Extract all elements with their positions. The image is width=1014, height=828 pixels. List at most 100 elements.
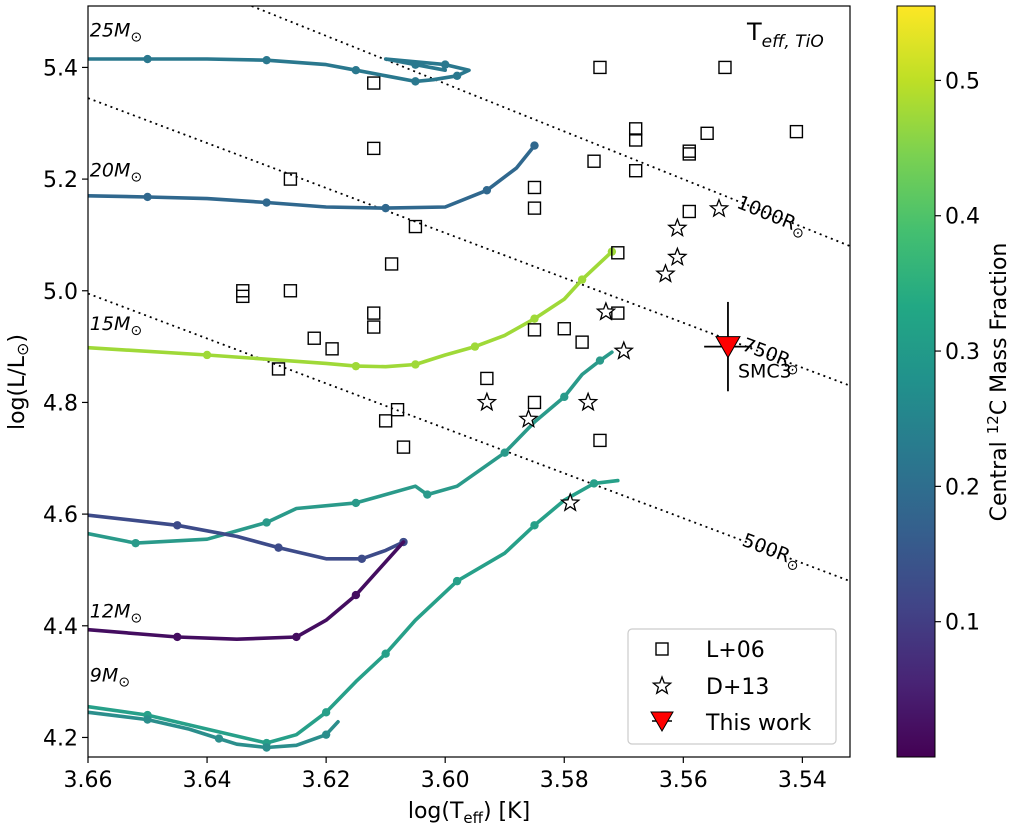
track-point (411, 360, 420, 369)
colorbar: 0.1 0.2 0.3 0.4 0.5 Central 12C Mass Fractio… (896, 5, 1012, 758)
mass-label-1: 20M⊙ (90, 159, 142, 185)
legend-label-lplus06: L+06 (706, 638, 765, 663)
lplus06-point (557, 322, 571, 336)
plot-content (88, 6, 850, 752)
track-point (143, 54, 152, 64)
y-tick-label: 4.4 (43, 615, 78, 640)
lplus06-point (283, 284, 298, 298)
plot-frame (87, 5, 851, 758)
lplus06-point (718, 60, 732, 75)
lplus06-point (283, 172, 298, 186)
lplus06-point (682, 147, 696, 161)
dplus13-point (667, 246, 688, 267)
y-tick-label: 4.6 (43, 503, 78, 528)
colorbar-tick-label: 0.2 (945, 475, 980, 500)
track-point (423, 490, 432, 499)
track-point (411, 60, 420, 69)
dplus13-point (667, 217, 688, 238)
lplus06-point (527, 395, 542, 410)
legend: L+06 D+13 This work (627, 628, 837, 745)
observation-markers (236, 60, 804, 512)
track-point (321, 708, 331, 717)
lplus06-point (408, 219, 423, 234)
lplus06-point (390, 402, 405, 417)
this-work-point (715, 336, 741, 359)
x-tick-label: 3.60 (421, 768, 470, 793)
track-point (321, 730, 331, 739)
legend-label-this-work: This work (705, 711, 811, 736)
lplus06-point (682, 204, 696, 219)
lplus06-point (378, 414, 393, 428)
track-point (440, 60, 450, 69)
track-point (351, 361, 361, 371)
y-tick-label: 5.2 (43, 168, 78, 193)
mass-label-0: 25M⊙ (90, 20, 142, 46)
lplus06-point (367, 306, 381, 320)
track-point (357, 554, 367, 563)
mass-label-3: 12M⊙ (90, 600, 142, 626)
track-point (351, 66, 361, 75)
lplus06-point (271, 362, 286, 376)
dplus13-point (518, 408, 539, 429)
legend-square-icon (655, 642, 669, 656)
lplus06-point (628, 164, 643, 178)
dplus13-point (595, 301, 617, 321)
lplus06-point (384, 257, 399, 271)
dplus13-point (708, 197, 730, 218)
x-axis-label: log(Teff) [K] (408, 799, 530, 827)
track-point (530, 314, 539, 323)
dplus13-point (655, 263, 676, 283)
lplus06-point (593, 433, 607, 448)
lplus06-point (367, 141, 381, 156)
dplus13-point (476, 391, 498, 412)
smc3-label: SMC3 (738, 361, 792, 383)
x-tick-label: 3.66 (64, 768, 113, 793)
track-point (351, 498, 361, 508)
y-tick-label: 4.2 (43, 726, 78, 751)
lplus06-point (367, 76, 381, 90)
lplus06-point (325, 342, 339, 356)
y-tick-label: 5.4 (43, 56, 78, 81)
legend-star-icon (651, 675, 673, 695)
lplus06-point (611, 246, 625, 260)
track-point (530, 141, 539, 150)
lplus06-point (700, 126, 714, 141)
legend-label-dplus13: D+13 (706, 675, 769, 700)
lplus06-point (789, 124, 804, 139)
lplus06-point (628, 133, 643, 147)
x-tick-label: 3.56 (659, 768, 708, 793)
legend-triangle-icon (650, 711, 674, 732)
y-tick-label: 4.8 (43, 391, 78, 416)
colorbar-tick-label: 0.5 (945, 69, 980, 94)
colorbar-tick-label: 0.4 (945, 205, 980, 230)
track-point (595, 356, 605, 365)
mass-label-4: 9M⊙ (90, 665, 130, 691)
x-tick-label: 3.58 (540, 768, 589, 793)
track-point (589, 479, 599, 488)
track-point (381, 203, 390, 213)
colorbar-tick-label: 0.3 (945, 340, 980, 365)
track-point (452, 576, 462, 586)
track-point (262, 55, 271, 65)
track-point (202, 350, 212, 360)
lplus06-point (396, 440, 411, 454)
track-point (274, 543, 283, 552)
colorbar-label: Central 12C Mass Fraction (984, 243, 1012, 522)
track-line-2 (88, 249, 614, 369)
track-point (500, 448, 509, 457)
x-tick-label: 3.64 (183, 768, 232, 793)
track-point (482, 186, 492, 195)
track-point (452, 71, 462, 80)
lplus06-point (611, 306, 625, 320)
x-tick-label: 3.54 (778, 768, 827, 793)
lplus06-point (587, 154, 601, 168)
track-point (262, 198, 271, 207)
lplus06-point (527, 201, 542, 215)
lplus06-point (480, 371, 494, 386)
radius-line-2 (88, 292, 850, 582)
track-line-7 (88, 710, 340, 750)
x-tick-label: 3.62 (302, 768, 351, 793)
lplus06-point (236, 289, 250, 304)
track-point (560, 392, 569, 402)
